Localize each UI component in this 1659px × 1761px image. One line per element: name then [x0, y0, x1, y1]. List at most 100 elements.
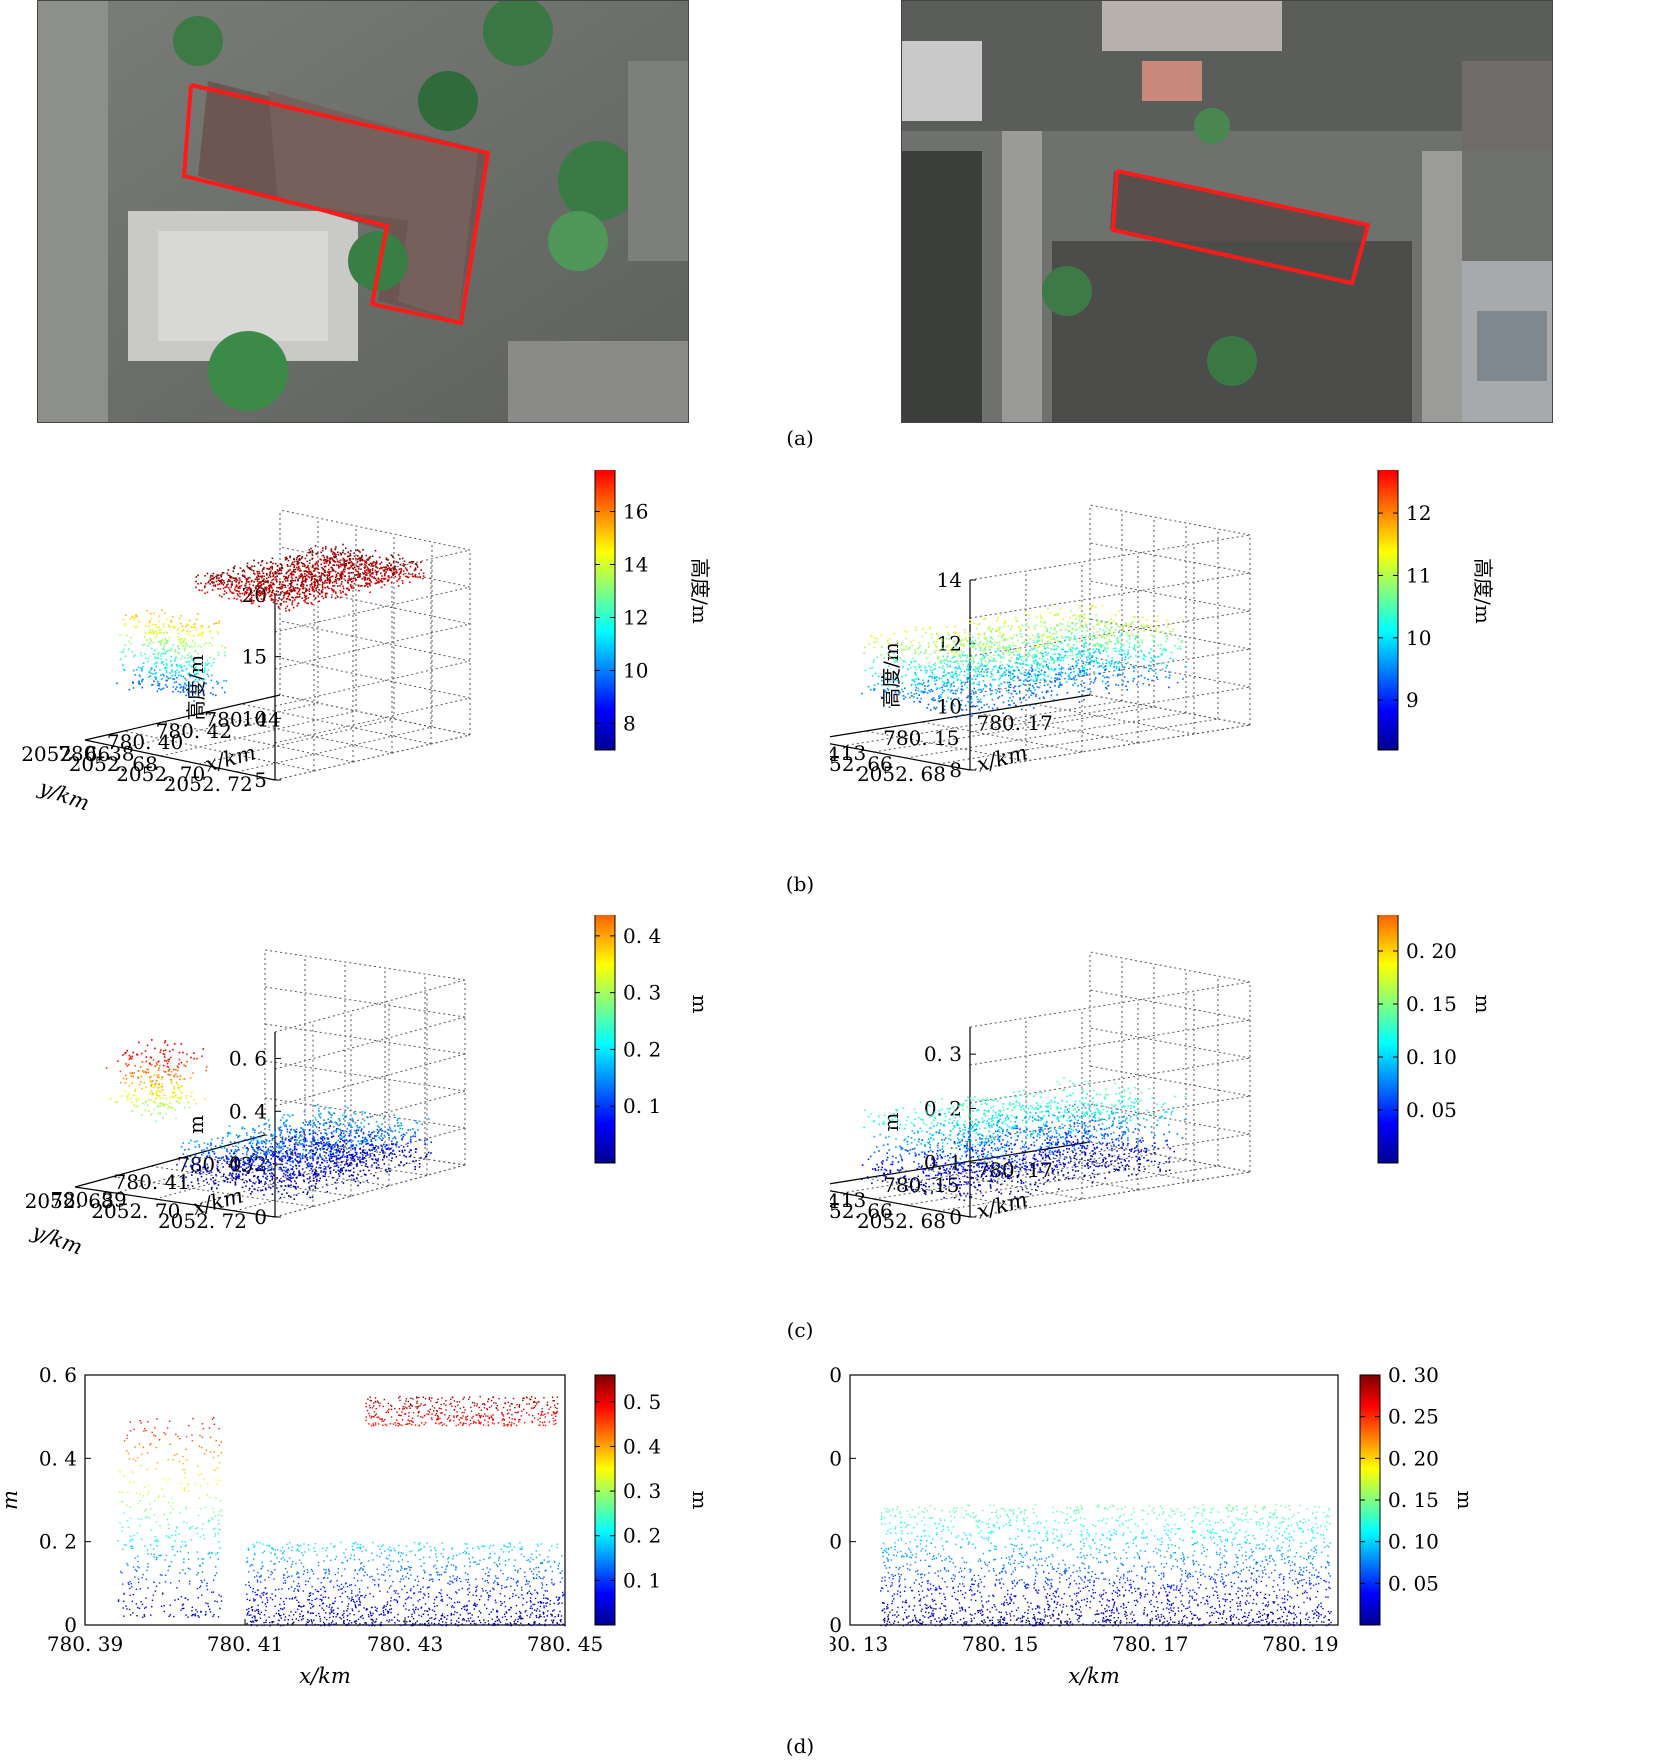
data-point — [262, 592, 265, 595]
x-axis — [84, 694, 281, 741]
data-point — [961, 644, 963, 646]
data-point — [999, 646, 1001, 649]
data-point — [363, 1140, 365, 1142]
data-point — [309, 1163, 311, 1166]
data-point — [301, 582, 304, 585]
data-point — [1100, 644, 1102, 646]
data-point — [1043, 684, 1046, 687]
data-point — [1010, 678, 1012, 681]
data-point — [312, 1153, 315, 1155]
data-point — [313, 1154, 315, 1157]
data-point — [323, 565, 326, 568]
data-point — [214, 1182, 217, 1185]
data-point — [234, 1155, 237, 1157]
data-point — [135, 1100, 138, 1102]
x-tick-label: 780. 44 — [204, 708, 280, 732]
data-point — [126, 1049, 128, 1052]
data-point — [276, 571, 278, 574]
data-point — [221, 1139, 223, 1142]
data-point — [321, 1158, 324, 1160]
data-point — [322, 573, 324, 575]
data-point — [977, 667, 980, 669]
data-point — [1046, 646, 1049, 649]
data-point — [161, 1104, 164, 1106]
data-point — [157, 682, 160, 685]
data-point — [265, 577, 268, 580]
data-point — [133, 619, 136, 621]
data-point — [124, 644, 126, 646]
data-point — [240, 584, 243, 587]
data-point — [251, 1163, 253, 1165]
data-point — [407, 1142, 409, 1145]
data-point — [908, 664, 911, 666]
data-point — [334, 580, 336, 583]
data-point — [133, 1072, 135, 1074]
data-point — [264, 1183, 266, 1185]
data-point — [402, 563, 405, 565]
data-point — [346, 559, 348, 562]
data-point — [960, 683, 962, 685]
data-point — [374, 569, 377, 572]
data-point — [144, 632, 147, 635]
colorbar — [594, 470, 616, 751]
data-point — [1086, 629, 1089, 632]
data-point — [284, 557, 287, 559]
data-point — [976, 683, 978, 686]
data-point — [229, 576, 231, 578]
data-point — [160, 639, 162, 642]
data-point — [1033, 653, 1035, 656]
data-point — [163, 1104, 165, 1107]
data-point — [1003, 639, 1006, 641]
data-point — [149, 669, 152, 671]
data-point — [411, 573, 414, 575]
data-point — [1012, 637, 1014, 639]
data-point — [290, 582, 293, 584]
data-point — [300, 584, 303, 586]
data-point — [254, 578, 257, 581]
data-point — [356, 1132, 359, 1135]
data-point — [990, 693, 992, 696]
data-point — [974, 655, 977, 657]
data-point — [993, 657, 995, 660]
data-point — [351, 581, 353, 583]
data-point — [1053, 660, 1055, 662]
data-point — [418, 1138, 421, 1141]
data-point — [187, 657, 189, 659]
data-point — [327, 1118, 329, 1120]
data-point — [1046, 629, 1048, 632]
data-point — [1082, 662, 1084, 665]
data-point — [266, 581, 268, 583]
data-point — [1095, 656, 1097, 659]
data-point — [373, 576, 375, 579]
data-point — [260, 598, 263, 600]
data-point — [165, 631, 167, 633]
data-point — [156, 633, 158, 636]
data-point — [1052, 653, 1054, 656]
data-point — [345, 1139, 348, 1141]
data-point — [361, 1136, 364, 1139]
data-point — [385, 1169, 387, 1172]
data-point — [1107, 634, 1109, 637]
data-point — [1132, 616, 1135, 618]
data-point — [936, 632, 938, 635]
data-point — [182, 1142, 184, 1144]
data-point — [289, 555, 291, 557]
data-point — [328, 571, 330, 573]
data-point — [304, 596, 306, 598]
data-point — [955, 716, 958, 719]
data-point — [955, 645, 957, 648]
data-point — [208, 1152, 210, 1155]
data-point — [276, 1156, 279, 1158]
data-point — [1140, 650, 1143, 653]
data-point — [347, 551, 350, 554]
data-point — [1082, 650, 1085, 653]
data-point — [372, 572, 374, 575]
data-point — [1028, 683, 1030, 686]
data-point — [362, 1131, 365, 1134]
data-point — [166, 1062, 169, 1065]
data-point — [188, 661, 191, 664]
data-point — [328, 557, 331, 560]
data-point — [186, 1053, 188, 1056]
data-point — [384, 569, 386, 571]
data-point — [187, 691, 189, 694]
